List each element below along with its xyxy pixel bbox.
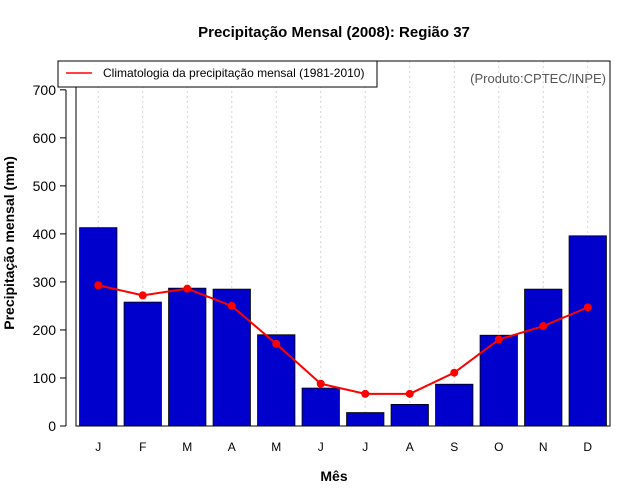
- climatology-point: [183, 284, 192, 293]
- grid: [97, 61, 589, 426]
- x-tick-label: N: [539, 440, 548, 454]
- source-annotation: (Produto:CPTEC/INPE): [470, 71, 606, 86]
- climatology-point: [138, 291, 147, 300]
- climatology-point: [227, 301, 236, 310]
- chart-title: Precipitação Mensal (2008): Região 37: [198, 24, 470, 41]
- y-tick-label: 0: [48, 418, 56, 434]
- climatology-polyline: [98, 284, 589, 395]
- climatology-point: [405, 389, 414, 398]
- x-axis-label: Mês: [320, 468, 347, 484]
- legend-label: Climatologia da precipitação mensal (198…: [103, 66, 364, 80]
- bar: [79, 227, 118, 427]
- climatology-point: [494, 335, 503, 344]
- bar: [301, 387, 340, 427]
- climatology-point: [94, 281, 103, 290]
- y-tick-label: 300: [33, 274, 57, 290]
- bar: [346, 412, 385, 427]
- y-tick-label: 600: [33, 130, 57, 146]
- bar: [123, 301, 162, 427]
- bar: [435, 383, 474, 427]
- y-tick-label: 200: [33, 322, 57, 338]
- x-tick-label: J: [362, 440, 368, 454]
- climatology-point: [583, 303, 592, 312]
- x-tick-label: A: [406, 440, 414, 454]
- x-tick-label: O: [494, 440, 503, 454]
- climatology-point: [539, 322, 548, 331]
- bar: [390, 403, 429, 427]
- y-tick-label: 400: [33, 226, 57, 242]
- climatology-point: [316, 379, 325, 388]
- x-tick-label: S: [450, 440, 458, 454]
- climatology-point: [450, 368, 459, 377]
- bar: [568, 235, 607, 427]
- x-tick-label: M: [182, 440, 192, 454]
- legend-box: [57, 60, 378, 88]
- x-tick-label: A: [228, 440, 236, 454]
- x-tick-label: D: [583, 440, 592, 454]
- climatology-point: [361, 389, 370, 398]
- climatology-point: [272, 339, 281, 348]
- y-tick-label: 500: [33, 178, 57, 194]
- y-tick-label: 700: [33, 82, 57, 98]
- climatology-line: [94, 281, 592, 398]
- y-axis: 0 100 200 300 400 500 600 700: [33, 82, 67, 434]
- legend: Climatologia da precipitação mensal (198…: [57, 60, 378, 88]
- bar: [524, 288, 563, 427]
- x-tick-label: M: [271, 440, 281, 454]
- x-tick-label: J: [318, 440, 324, 454]
- bar: [212, 288, 251, 427]
- x-tick-label: J: [95, 440, 101, 454]
- x-tick-label: F: [139, 440, 146, 454]
- y-tick-label: 100: [33, 370, 57, 386]
- bar: [257, 334, 296, 427]
- y-axis-label: Precipitação mensal (mm): [1, 156, 17, 330]
- bars: [79, 227, 607, 427]
- bar: [168, 287, 207, 427]
